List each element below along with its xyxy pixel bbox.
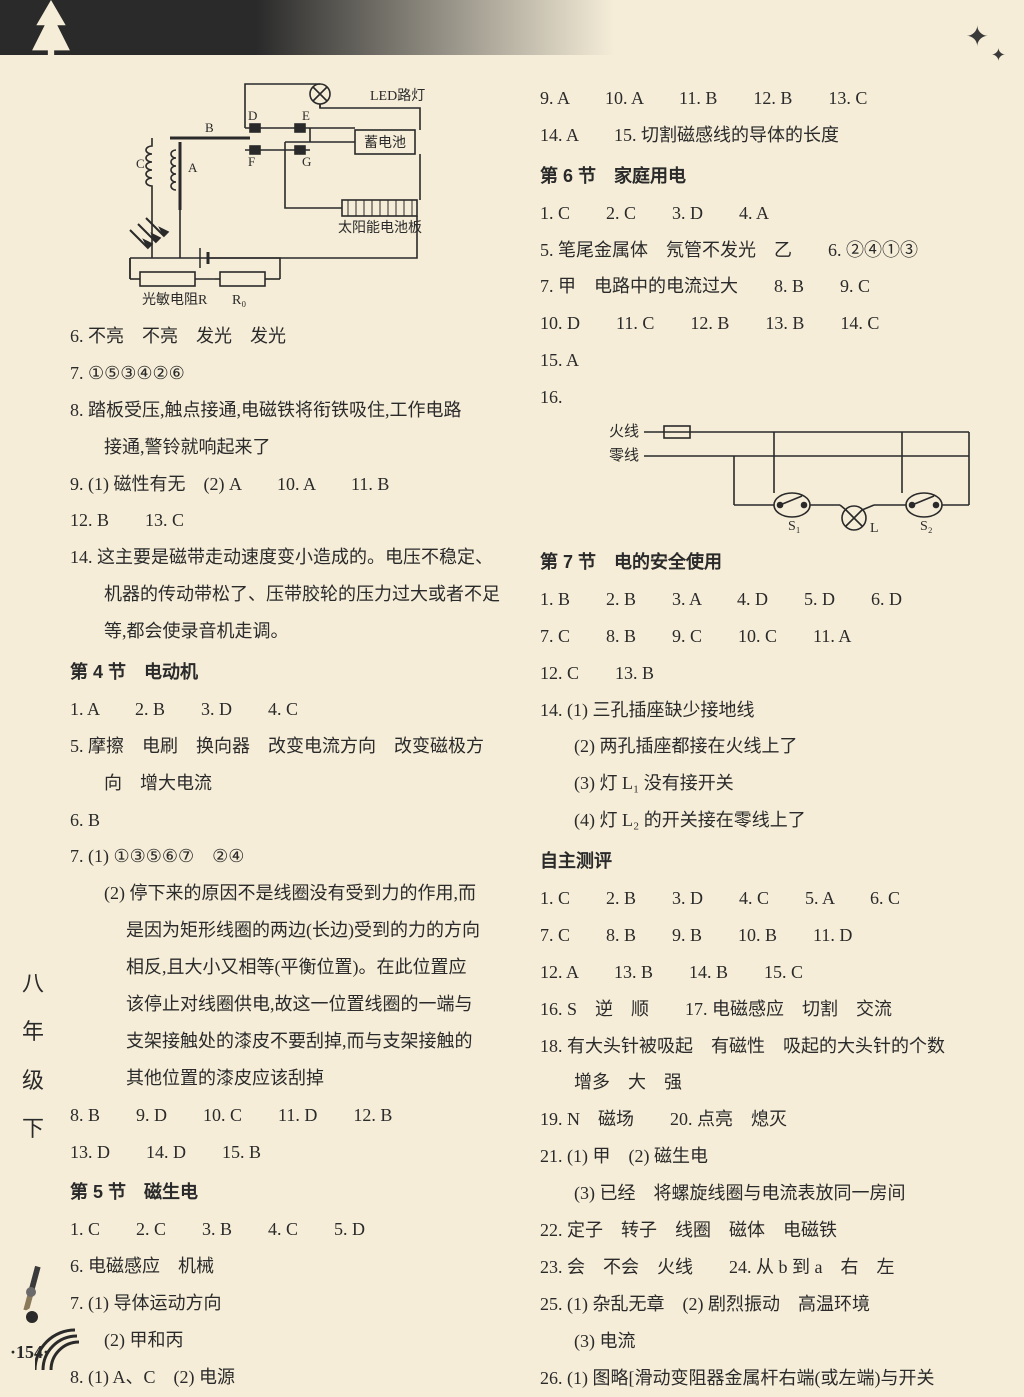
answer-line: 19. N 磁场 20. 点亮 熄灭 — [540, 1101, 984, 1138]
svg-text:蓄电池: 蓄电池 — [364, 135, 406, 151]
answer-line: 1. C 2. C 3. B 4. C 5. D — [70, 1211, 510, 1248]
answer-line: 8. 踏板受压,触点接通,电磁铁将衔铁吸住,工作电路 — [70, 392, 510, 429]
answer-line: 9. A 10. A 11. B 12. B 13. C — [540, 80, 984, 117]
section-heading: 第 6 节 家庭用电 — [540, 158, 984, 195]
wiring-diagram: 火线 零线 S₁ L S₂ — [574, 420, 984, 540]
svg-text:太阳能电池板: 太阳能电池板 — [338, 220, 422, 236]
answer-continuation: 机器的传动带松了、压带胶轮的压力过大或者不足 — [70, 576, 510, 613]
left-column: 蓄电池 LED路灯 太阳能电池板 D — [70, 80, 510, 1315]
answer-line: 7. C 8. B 9. C 10. C 11. A — [540, 618, 984, 655]
answer-line: 22. 定子 转子 线圈 磁体 电磁铁 — [540, 1212, 984, 1249]
answer-line: 12. A 13. B 14. B 15. C — [540, 954, 984, 991]
answer-continuation: (2) 停下来的原因不是线圈没有受到力的作用,而 — [70, 875, 510, 912]
answer-line: 23. 会 不会 火线 24. 从 b 到 a 右 左 — [540, 1249, 984, 1286]
answer-continuation: 是因为矩形线圈的两边(长边)受到的力的方向 — [70, 912, 510, 949]
answer-continuation: (3) 灯 L₁ 没有接开关 — [540, 765, 984, 802]
svg-text:火线: 火线 — [609, 423, 639, 440]
star-icon-small: ✦ — [991, 45, 1006, 66]
right-column: 9. A 10. A 11. B 12. B 13. C14. A 15. 切割… — [540, 80, 984, 1315]
side-label-char: 年 — [22, 1008, 44, 1056]
answer-line: 16. S 逆 顺 17. 电磁感应 切割 交流 — [540, 991, 984, 1028]
header-band — [0, 0, 1024, 55]
svg-text:G: G — [302, 154, 311, 169]
svg-text:L: L — [870, 521, 879, 536]
answer-line: 25. (1) 杂乱无章 (2) 剧烈振动 高温环境 — [540, 1286, 984, 1323]
answer-continuation: (3) 电流 — [540, 1323, 984, 1360]
answer-continuation: 等,都会使录音机走调。 — [70, 613, 510, 650]
answer-line: 18. 有大头针被吸起 有磁性 吸起的大头针的个数 — [540, 1028, 984, 1065]
side-label-char: 八 — [22, 960, 44, 1008]
svg-text:S₂: S₂ — [920, 519, 933, 534]
answer-continuation: 该停止对线圈供电,故这一位置线圈的一端与 — [70, 986, 510, 1023]
answer-line: 13. D 14. D 15. B — [70, 1134, 510, 1171]
answer-line: 10. D 11. C 12. B 13. B 14. C — [540, 305, 984, 342]
section-heading: 第 7 节 电的安全使用 — [540, 544, 984, 581]
answer-continuation: (4) 灯 L₂ 的开关接在零线上了 — [540, 802, 984, 839]
answer-line: 1. C 2. C 3. D 4. A — [540, 195, 984, 232]
svg-text:A: A — [188, 160, 198, 175]
answer-continuation: 增多 大 强 — [540, 1064, 984, 1101]
svg-text:D: D — [248, 108, 257, 123]
answer-line: 6. B — [70, 802, 510, 839]
answer-line: 1. A 2. B 3. D 4. C — [70, 691, 510, 728]
svg-text:B: B — [205, 120, 214, 135]
answer-continuation: 支架接触处的漆皮不要刮掉,而与支架接触的 — [70, 1023, 510, 1060]
section-heading: 第 5 节 磁生电 — [70, 1174, 510, 1211]
answer-line: 6. 不亮 不亮 发光 发光 — [70, 318, 510, 355]
answer-line: 8. B 9. D 10. C 11. D 12. B — [70, 1097, 510, 1134]
answer-line: 16. — [540, 379, 984, 416]
star-icon: ✦ — [966, 20, 989, 54]
answer-line: 15. A — [540, 342, 984, 379]
answer-line: 8. (1) A、C (2) 电源 — [70, 1359, 510, 1396]
answer-continuation: (2) 两孔插座都接在火线上了 — [540, 728, 984, 765]
svg-text:S₁: S₁ — [788, 519, 801, 534]
answer-line: 12. C 13. B — [540, 655, 984, 692]
svg-text:C: C — [136, 156, 145, 171]
section-heading: 第 4 节 电动机 — [70, 654, 510, 691]
answer-continuation: (2) 甲和丙 — [70, 1322, 510, 1359]
brush-icon — [3, 1258, 58, 1313]
svg-text:LED路灯: LED路灯 — [370, 88, 425, 104]
tree-icon — [30, 0, 72, 55]
answer-line: 26. (1) 图略[滑动变阻器金属杆右端(或左端)与开关 — [540, 1360, 984, 1397]
answer-line: 5. 笔尾金属体 氖管不发光 乙 6. ②④①③ — [540, 232, 984, 269]
answer-continuation: 其他位置的漆皮应该刮掉 — [70, 1060, 510, 1097]
side-label-char: 下 — [22, 1105, 44, 1153]
footer-dot-small — [26, 1287, 36, 1297]
answer-line: 21. (1) 甲 (2) 磁生电 — [540, 1138, 984, 1175]
answer-line: 7. 甲 电路中的电流过大 8. B 9. C — [540, 268, 984, 305]
answer-line: 14. 这主要是磁带走动速度变小造成的。电压不稳定、 — [70, 539, 510, 576]
answer-line: 1. B 2. B 3. A 4. D 5. D 6. D — [540, 581, 984, 618]
answer-continuation: (3) 已经 将螺旋线圈与电流表放同一房间 — [540, 1175, 984, 1212]
answer-line: 9. (1) 磁性有无 (2) A 10. A 11. B — [70, 466, 510, 503]
answer-line: 14. (1) 三孔插座缺少接地线 — [540, 692, 984, 729]
page-number: ·154· — [10, 1342, 49, 1363]
circuit-diagram: 蓄电池 LED路灯 太阳能电池板 D — [70, 80, 430, 310]
answer-line: 1. C 2. B 3. D 4. C 5. A 6. C — [540, 880, 984, 917]
section-heading: 自主测评 — [540, 843, 984, 880]
svg-text:E: E — [302, 108, 310, 123]
answer-line: 7. (1) ①③⑤⑥⑦ ②④ — [70, 838, 510, 875]
answer-continuation: 相反,且大小又相等(平衡位置)。在此位置应 — [70, 949, 510, 986]
svg-text:零线: 零线 — [609, 447, 639, 464]
answer-continuation: 向 增大电流 — [70, 765, 510, 802]
answer-line: 7. (1) 导体运动方向 — [70, 1285, 510, 1322]
answer-line: 7. ①⑤③④②⑥ — [70, 355, 510, 392]
answer-line: 7. C 8. B 9. B 10. B 11. D — [540, 917, 984, 954]
side-label-char: 级 — [22, 1057, 44, 1105]
grade-side-label: 八年级下 — [22, 960, 44, 1154]
answer-continuation: 接通,警铃就响起来了 — [70, 429, 510, 466]
answer-line: 14. A 15. 切割磁感线的导体的长度 — [540, 117, 984, 154]
page-body: 蓄电池 LED路灯 太阳能电池板 D — [70, 80, 984, 1315]
answer-line: 6. 电磁感应 机械 — [70, 1248, 510, 1285]
svg-text:F: F — [248, 154, 255, 169]
answer-line: 5. 摩擦 电刷 换向器 改变电流方向 改变磁极方 — [70, 728, 510, 765]
footer-dot-large — [26, 1311, 38, 1323]
answer-line: 12. B 13. C — [70, 502, 510, 539]
svg-text:R₀: R₀ — [232, 293, 246, 308]
svg-text:光敏电阻R: 光敏电阻R — [142, 292, 208, 308]
